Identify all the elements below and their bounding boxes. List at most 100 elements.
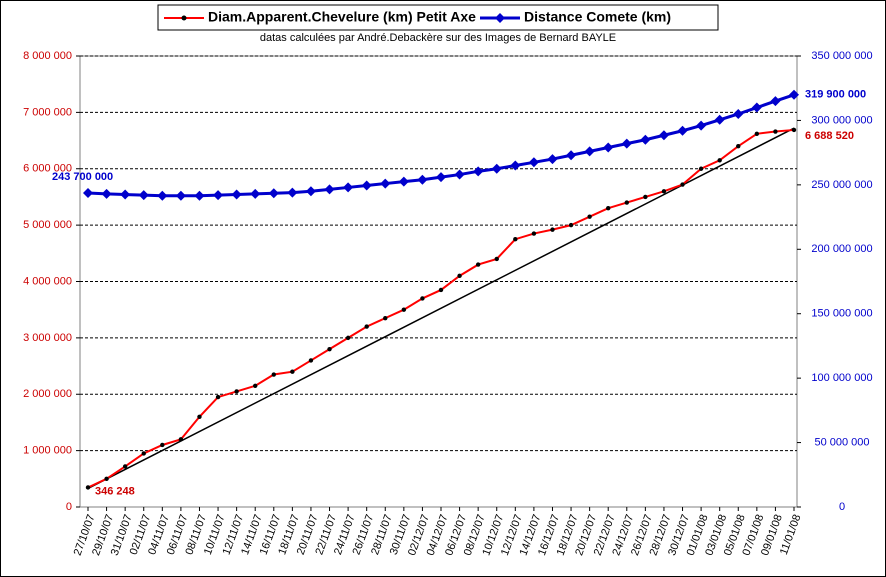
diamond-marker — [361, 180, 372, 191]
dot-marker — [197, 414, 202, 419]
diamond-marker — [658, 130, 669, 141]
diamond-marker — [621, 138, 632, 149]
dot-marker — [85, 485, 91, 490]
dot-marker — [290, 369, 295, 374]
diamond-marker — [677, 125, 688, 136]
dot-marker — [141, 451, 146, 456]
diamond-marker — [120, 189, 131, 200]
dot-marker — [420, 296, 425, 301]
y2-tick-label: 250 000 000 — [811, 179, 872, 191]
diamond-marker — [101, 188, 112, 199]
dot-marker — [550, 227, 555, 232]
dot-marker — [308, 358, 314, 363]
dot-marker — [494, 256, 499, 262]
annotation: 6 688 520 — [805, 130, 854, 142]
diamond-marker — [138, 190, 149, 201]
y2-tick-label: 50 000 000 — [814, 436, 869, 448]
y-tick-label: 6 000 000 — [23, 163, 72, 175]
diamond-marker — [566, 150, 577, 161]
dot-marker — [438, 287, 444, 293]
y-tick-label: 5 000 000 — [23, 219, 72, 231]
diamond-marker — [714, 114, 725, 125]
dot-marker — [587, 214, 592, 219]
diamond-marker — [324, 184, 335, 195]
legend-label: Diam.Apparent.Chevelure (km) Petit Axe — [208, 9, 476, 25]
diamond-marker — [398, 176, 409, 187]
annotation: 319 900 000 — [805, 89, 866, 101]
annotation: 346 248 — [95, 485, 135, 497]
annotation: 243 700 000 — [52, 171, 113, 183]
dot-marker — [606, 206, 611, 211]
diamond-marker — [454, 169, 465, 180]
diamond-marker — [175, 190, 186, 201]
dot-marker — [661, 189, 667, 194]
dot-marker — [531, 231, 537, 236]
y2-tick-label: 100 000 000 — [811, 372, 872, 384]
diamond-marker — [305, 186, 316, 197]
y2-tick-label: 200 000 000 — [811, 243, 872, 255]
dot-marker — [568, 222, 574, 228]
dot-marker — [513, 237, 518, 242]
diamond-marker — [491, 163, 502, 174]
dot-marker — [122, 464, 128, 469]
dot-marker — [754, 131, 760, 136]
legend-marker — [495, 13, 505, 23]
dot-marker — [383, 315, 388, 321]
dot-marker — [327, 346, 332, 352]
dot-marker — [364, 324, 369, 329]
dot-marker — [215, 394, 221, 400]
y2-tick-label: 300 000 000 — [811, 114, 872, 126]
diamond-marker — [640, 134, 651, 145]
dot-marker — [401, 307, 407, 312]
legend: Diam.Apparent.Chevelure (km) Petit Axe Di… — [157, 4, 719, 31]
dot-marker — [234, 389, 239, 394]
diamond-marker — [83, 187, 93, 198]
dot-marker — [104, 476, 109, 482]
diamond-marker — [157, 190, 168, 201]
dot-marker — [736, 144, 741, 149]
diamond-marker — [547, 154, 558, 165]
dot-marker — [791, 127, 797, 133]
diamond-marker — [343, 182, 354, 193]
dot-marker — [624, 200, 629, 205]
diamond-marker — [250, 188, 261, 199]
dot-marker — [680, 182, 685, 187]
y-tick-label: 1 000 000 — [23, 445, 72, 457]
dot-marker — [717, 158, 722, 163]
dot-marker — [475, 262, 481, 267]
diamond-marker — [733, 108, 744, 119]
diamond-marker — [603, 142, 614, 153]
diamond-marker — [287, 187, 298, 198]
dot-marker — [178, 437, 184, 442]
dot-marker — [773, 129, 778, 134]
diamond-marker — [770, 96, 781, 107]
dot-marker — [698, 166, 704, 171]
y2-tick-label: 350 000 000 — [811, 50, 872, 62]
dot-marker — [457, 273, 462, 279]
y-tick-label: 8 000 000 — [23, 50, 72, 62]
legend-marker — [181, 15, 187, 21]
diamond-marker — [473, 166, 484, 177]
dot-marker — [271, 372, 276, 377]
y-tick-label: 0 — [66, 501, 72, 513]
y-tick-label: 3 000 000 — [23, 332, 72, 344]
diamond-marker — [436, 172, 446, 183]
y2-tick-label: 150 000 000 — [811, 308, 872, 320]
diamond-marker — [194, 190, 205, 201]
y2-tick-label: 0 — [839, 501, 845, 513]
diamond-marker — [380, 178, 391, 189]
dot-marker — [253, 383, 258, 388]
dot-marker — [160, 442, 165, 448]
diamond-marker — [696, 120, 707, 131]
y-tick-label: 7 000 000 — [23, 106, 72, 118]
y-tick-label: 4 000 000 — [23, 275, 72, 287]
legend-box — [157, 4, 719, 31]
dot-marker — [643, 194, 648, 200]
chart-subtitle: datas calculées par André.Debackère sur … — [260, 32, 616, 44]
trendline — [87, 127, 795, 490]
diamond-marker — [268, 188, 279, 199]
diamond-marker — [528, 157, 539, 168]
y-tick-label: 2 000 000 — [23, 388, 72, 400]
dot-marker — [345, 335, 351, 341]
